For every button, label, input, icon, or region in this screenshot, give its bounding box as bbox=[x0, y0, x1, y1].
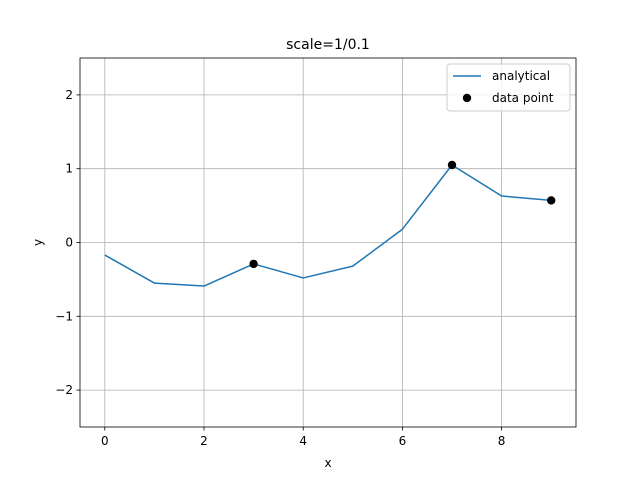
data-point-marker bbox=[547, 196, 556, 205]
x-tick-label: 4 bbox=[299, 434, 307, 448]
y-tick-label: −1 bbox=[55, 309, 73, 323]
y-tick-label: 0 bbox=[65, 236, 73, 250]
legend-analytical-label: analytical bbox=[492, 69, 550, 83]
data-point-marker bbox=[447, 160, 457, 170]
x-tick-label: 0 bbox=[101, 434, 109, 448]
y-axis: −2 −1 0 1 2 bbox=[55, 88, 80, 397]
y-tick-label: 1 bbox=[65, 162, 73, 176]
y-tick-label: 2 bbox=[65, 88, 73, 102]
legend-data-point-swatch bbox=[462, 93, 472, 103]
y-tick-label: −2 bbox=[55, 383, 73, 397]
x-axis: 0 2 4 6 8 bbox=[101, 427, 505, 448]
chart-title: scale=1/0.1 bbox=[286, 37, 370, 53]
analytical-series-line bbox=[104, 164, 552, 287]
x-axis-label: x bbox=[324, 456, 331, 470]
legend: analytical data point bbox=[446, 63, 571, 112]
x-tick-label: 8 bbox=[498, 434, 506, 448]
y-axis-label: y bbox=[31, 239, 45, 246]
plot-content bbox=[104, 160, 556, 287]
legend-data-point-label: data point bbox=[492, 91, 554, 105]
x-tick-label: 6 bbox=[399, 434, 407, 448]
x-tick-label: 2 bbox=[200, 434, 208, 448]
data-point-marker bbox=[249, 259, 258, 269]
